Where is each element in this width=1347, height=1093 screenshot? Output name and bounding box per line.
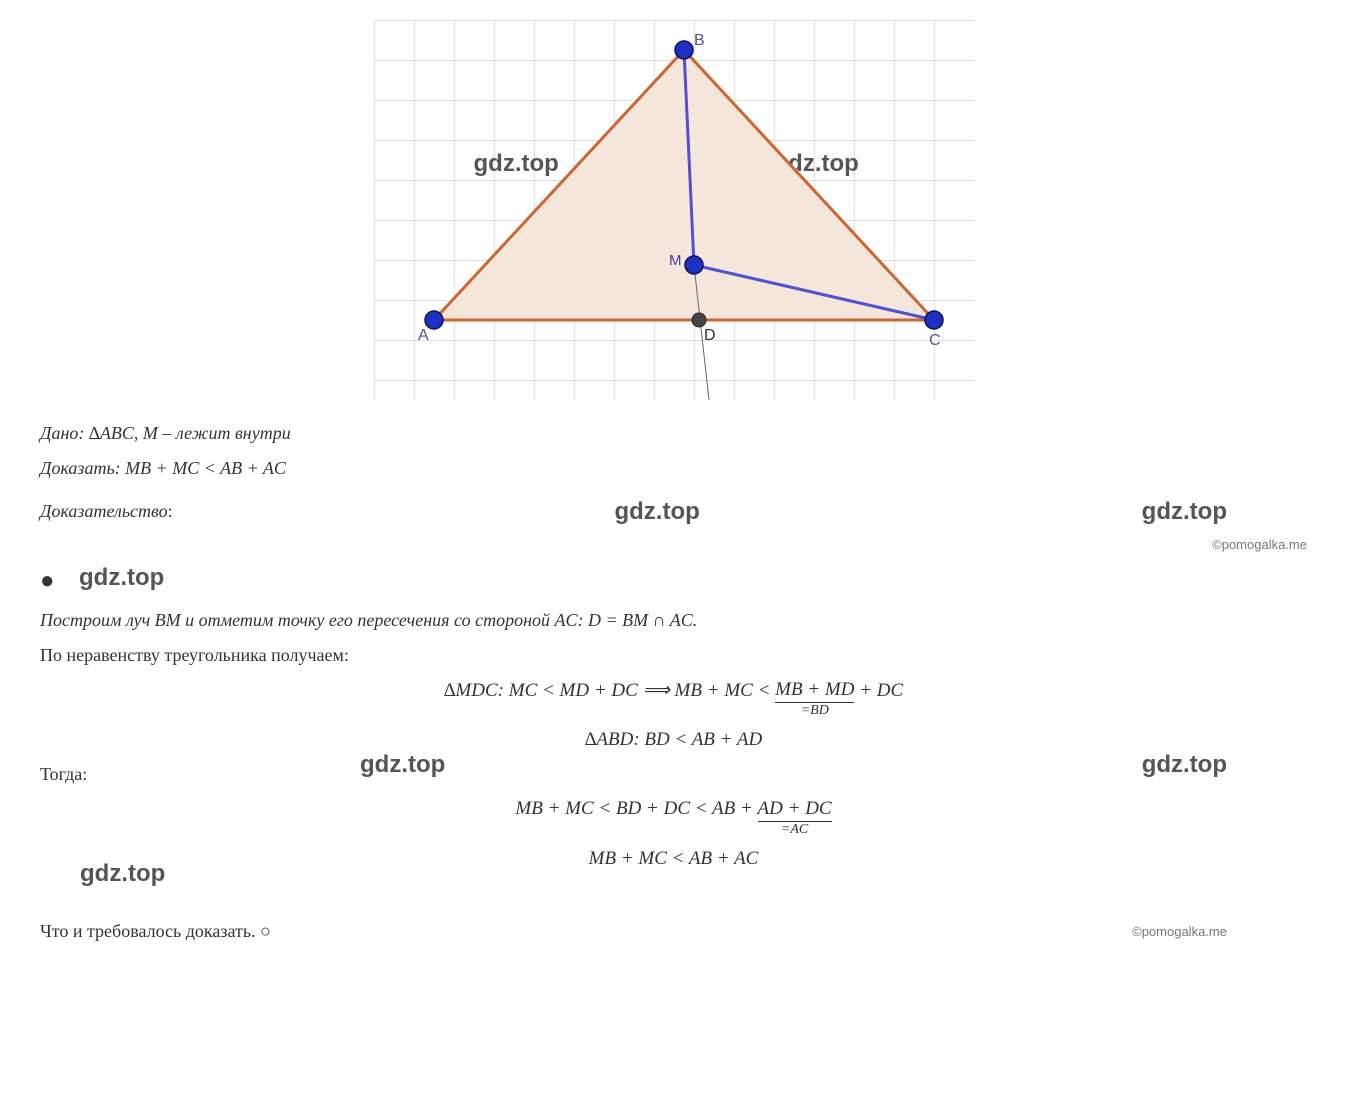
formula-2: ∆ABD: BD < AB + AD — [40, 729, 1307, 751]
watermark-mid-2: gdz.top — [1142, 498, 1227, 526]
f1-ub-content: MB + MD — [775, 679, 854, 703]
point-m — [685, 256, 703, 274]
prove-text: : MB + MC < AB + AC — [115, 458, 286, 478]
bullet-icon: ● — [40, 568, 55, 594]
watermark-f2-right: gdz.top — [1142, 751, 1227, 779]
label-m: M — [669, 252, 682, 269]
bullet-line: ● gdz.top — [40, 560, 1307, 599]
f1-underbrace: MB + MD=BD — [775, 679, 854, 719]
then-label: Тогда: — [40, 761, 1307, 788]
formula-3: MB + MC < BD + DC < AB + AD + DC=AC — [40, 798, 1307, 838]
proof-label-row: Доказательство: gdz.top gdz.top — [40, 490, 1307, 533]
bottom-wm-row: gdz.top — [40, 880, 1307, 910]
proof-text: Дано: ∆ABC, M – лежит внутри Доказать: M… — [40, 420, 1307, 953]
f3-underbrace: AD + DC=AC — [758, 798, 832, 838]
proof-label: Доказательство — [40, 501, 168, 521]
watermark-mid-1: gdz.top — [614, 498, 699, 526]
diagram-svg: A B C M D — [374, 20, 974, 400]
watermark-bottom-left: gdz.top — [80, 860, 165, 888]
diagram-container: gdz.top gdz.top A B C M D — [40, 20, 1307, 400]
qed-text: Что и требовалось доказать. ○ — [40, 918, 271, 945]
ineq-intro: По неравенству треугольника получаем: — [40, 642, 1307, 669]
point-d — [692, 313, 706, 327]
qed-row: Что и требовалось доказать. ○ ©pomogalka… — [40, 910, 1307, 953]
label-a: A — [418, 327, 429, 344]
given-text: : ∆ABC, M – лежит внутри — [78, 423, 290, 443]
given-line: Дано: ∆ABC, M – лежит внутри — [40, 420, 1307, 447]
copyright-2: ©pomogalka.me — [1132, 924, 1227, 939]
label-d: D — [704, 327, 716, 344]
point-c — [925, 311, 943, 329]
given-label: Дано — [40, 423, 78, 443]
f3-ub-content: AD + DC — [758, 798, 832, 822]
watermark-bullet: gdz.top — [79, 560, 164, 596]
geometry-diagram: gdz.top gdz.top A B C M D — [374, 20, 974, 400]
f1-suffix: + DC — [854, 680, 903, 701]
formula-4: MB + MC < AB + AC — [40, 848, 1307, 870]
proof-colon: : — [168, 501, 173, 521]
f3-prefix: MB + MC < BD + DC < AB + — [515, 798, 757, 819]
prove-line: Доказать: MB + MC < AB + AC — [40, 455, 1307, 482]
f3-ub-label: =AC — [758, 822, 832, 838]
qed-content: Что и требовалось доказать. ○ — [40, 921, 271, 941]
triangle-abc — [434, 50, 934, 320]
f1-ub-label: =BD — [775, 703, 854, 719]
formula-1: ∆MDC: MC < MD + DC ⟹ MB + MC < MB + MD=B… — [40, 679, 1307, 719]
f1-prefix: ∆MDC: MC < MD + DC ⟹ MB + MC < — [444, 680, 775, 701]
label-c: C — [929, 332, 941, 349]
copyright-1: ©pomogalka.me — [40, 537, 1307, 552]
proof-label-line: Доказательство: — [40, 498, 173, 525]
prove-label: Доказать — [40, 458, 115, 478]
point-b — [675, 41, 693, 59]
construction-line: Построим луч BM и отметим точку его пере… — [40, 607, 1307, 634]
label-b: B — [694, 32, 705, 49]
watermark-f2-left: gdz.top — [360, 751, 445, 779]
